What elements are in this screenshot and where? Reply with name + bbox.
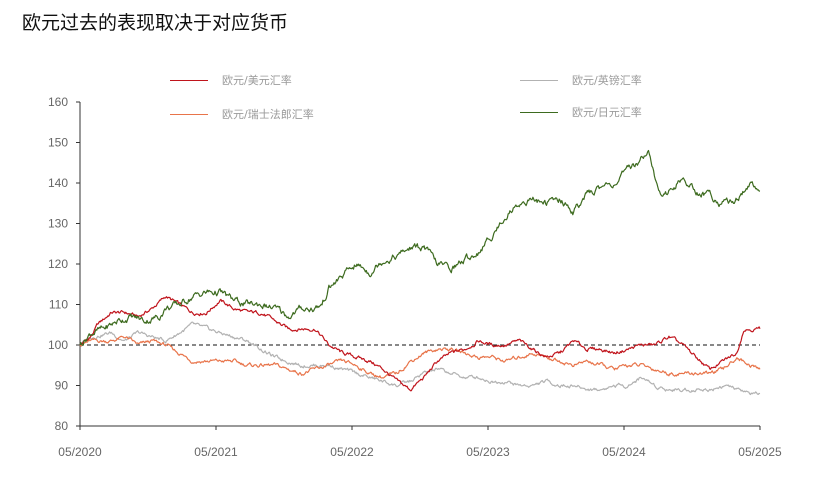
legend-item-eurchf: 欧元/瑞士法郎汇率 [170, 106, 314, 122]
x-tick-label: 05/2023 [466, 445, 510, 459]
y-tick-label: 120 [48, 257, 68, 271]
legend-swatch-eurjpy [520, 111, 558, 113]
y-tick-label: 110 [49, 298, 68, 312]
legend-label-eurchf: 欧元/瑞士法郎汇率 [222, 108, 314, 121]
chart-title: 欧元过去的表现取决于对应货币 [22, 12, 289, 34]
series-line-0 [79, 296, 761, 392]
legend-item-eurusd: 欧元/美元汇率 [170, 72, 292, 88]
y-tick-label: 80 [55, 419, 69, 433]
x-tick-label: 05/2022 [330, 445, 374, 459]
legend-swatch-eurgbp [520, 79, 558, 81]
legend-swatch-eurchf [170, 113, 208, 115]
y-tick-label: 100 [48, 338, 68, 352]
y-tick-label: 130 [48, 217, 68, 231]
x-tick-label: 05/2021 [194, 445, 238, 459]
legend-label-eurusd: 欧元/美元汇率 [222, 74, 292, 87]
series-line-1 [79, 335, 761, 379]
series-line-3 [79, 149, 761, 346]
legend-item-eurjpy: 欧元/日元汇率 [520, 104, 642, 120]
x-tick-label: 05/2025 [738, 445, 782, 459]
legend-swatch-eurusd [170, 79, 208, 81]
x-tick-label: 05/2020 [58, 445, 102, 459]
legend-item-eurgbp: 欧元/英镑汇率 [520, 72, 642, 88]
y-tick-label: 160 [48, 95, 68, 109]
y-tick-label: 150 [48, 136, 68, 150]
y-tick-label: 140 [48, 176, 68, 190]
x-tick-label: 05/2024 [602, 445, 646, 459]
series-line-2 [79, 321, 761, 396]
y-tick-label: 90 [55, 379, 69, 393]
legend-label-eurgbp: 欧元/英镑汇率 [572, 74, 642, 87]
legend-label-eurjpy: 欧元/日元汇率 [572, 106, 642, 119]
